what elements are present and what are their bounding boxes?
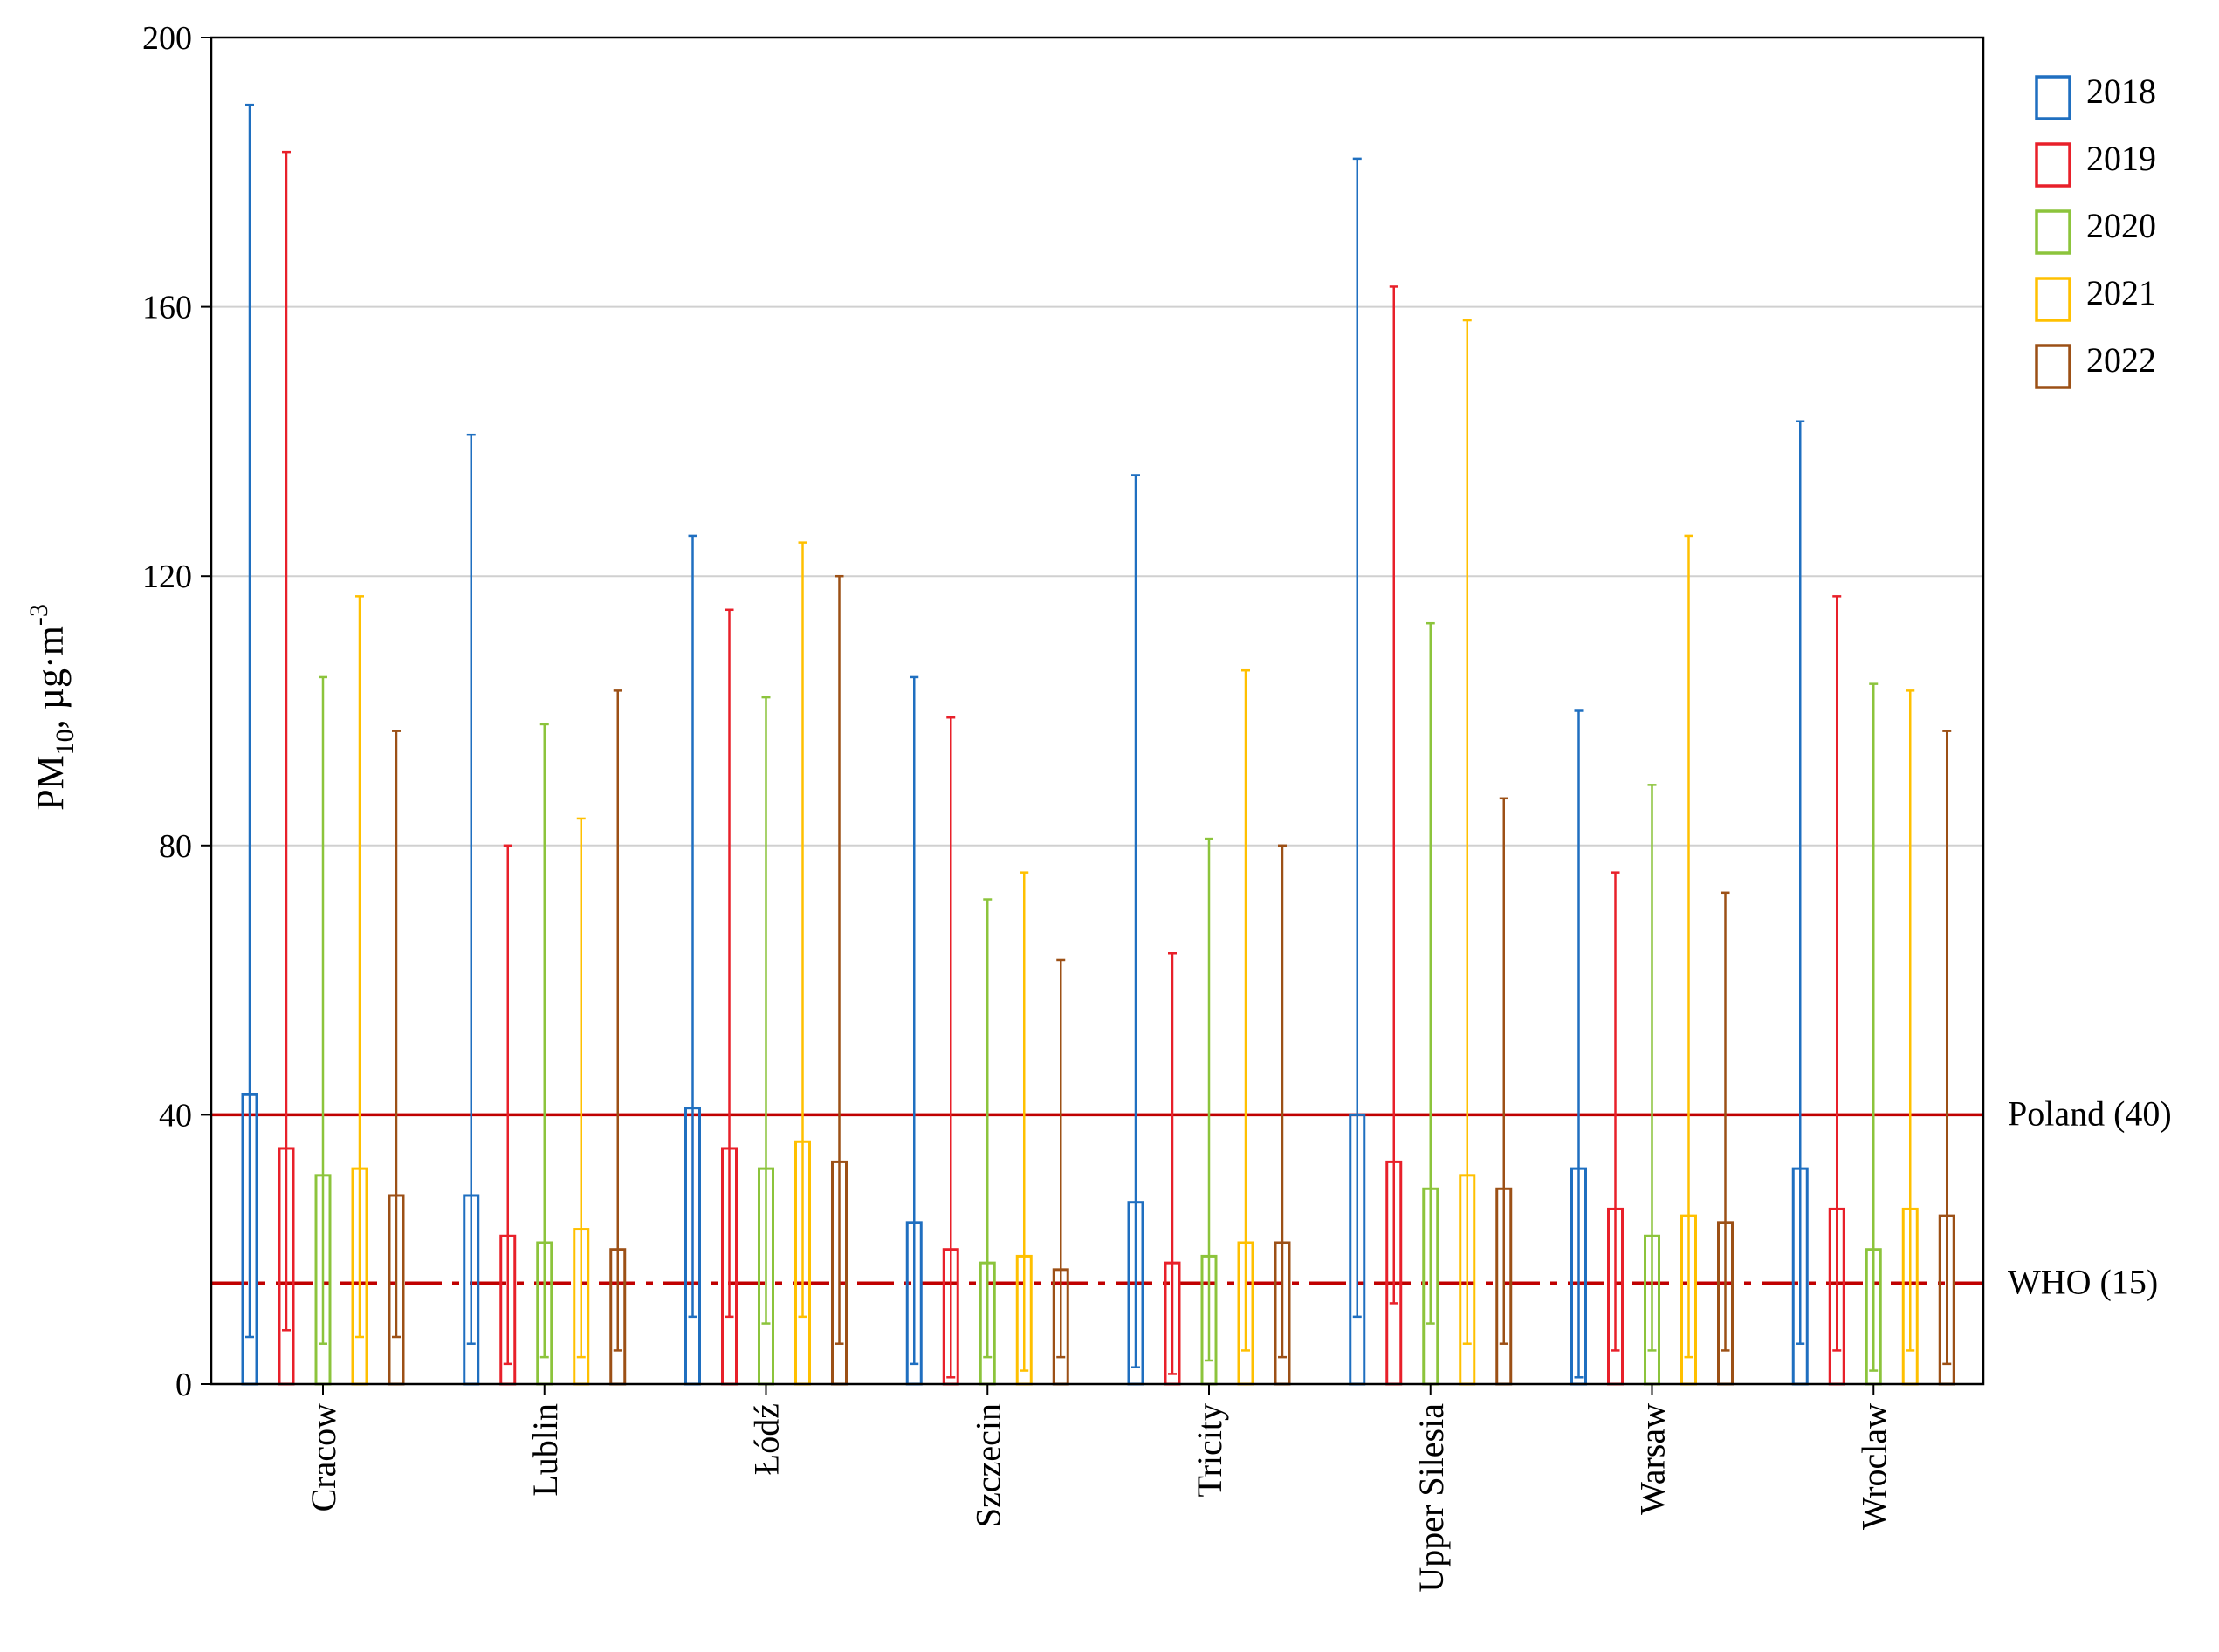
legend-label-2020: 2020 — [2086, 206, 2156, 245]
legend-label-2018: 2018 — [2086, 72, 2156, 111]
y-tick-label: 0 — [175, 1367, 192, 1403]
grid-lines — [211, 305, 1983, 1116]
legend: 2018 2019 2020 2021 2022 — [2035, 72, 2156, 389]
y-tick-label: 80 — [159, 828, 192, 865]
legend-label-2019: 2019 — [2086, 139, 2156, 178]
x-tick-label: Wroclaw — [1854, 1403, 1893, 1530]
y-tick-label: 120 — [142, 559, 192, 595]
x-tick-label: Łódź — [747, 1403, 787, 1475]
x-tick-label: Szczecin — [968, 1403, 1007, 1527]
x-tick-label: Tricity — [1190, 1403, 1229, 1497]
reference-lines: Poland (40) WHO (15) — [211, 1093, 2172, 1301]
reference-label-2: WHO (15) — [2008, 1262, 2158, 1301]
legend-swatch-2022 — [2035, 344, 2071, 389]
y-tick-label: 40 — [159, 1097, 192, 1134]
legend-swatch-2020 — [2035, 209, 2071, 255]
x-tick-label: Lublin — [526, 1403, 565, 1497]
legend-swatch-2018 — [2035, 75, 2071, 120]
reference-label-1: Poland (40) — [2008, 1093, 2172, 1133]
legend-swatch-2021 — [2035, 277, 2071, 322]
x-tick-label: Warsaw — [1633, 1403, 1673, 1515]
y-axis-label: PM10, µg·m-3 — [24, 604, 79, 811]
y-axis-title: PM10, µg·m-3 — [24, 604, 79, 811]
x-tick-label: Cracow — [304, 1403, 343, 1512]
axes: 0 40 80 120 160 200 Cracow Lublin Łódź Szczecin Tr… — [142, 20, 1985, 1593]
y-tick-label: 200 — [142, 20, 192, 57]
legend-label-2021: 2021 — [2086, 273, 2156, 312]
x-tick-label: Upper Silesia — [1412, 1403, 1451, 1593]
legend-swatch-2019 — [2035, 142, 2071, 188]
bars — [241, 103, 1955, 1386]
y-tick-label: 160 — [142, 290, 192, 326]
plot-frame — [210, 36, 1985, 1386]
legend-label-2022: 2022 — [2086, 340, 2156, 380]
